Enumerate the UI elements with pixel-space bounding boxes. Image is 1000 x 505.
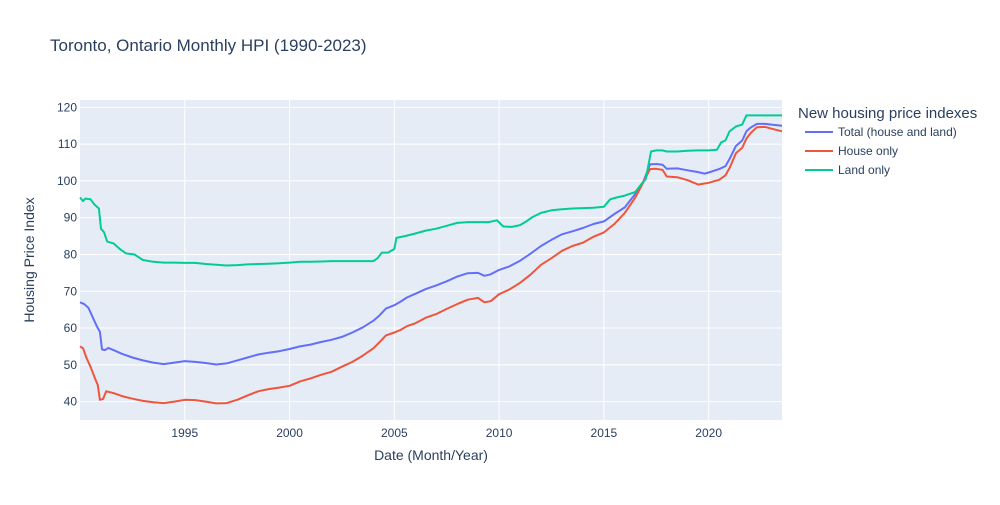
plot-area xyxy=(80,100,782,420)
y-axis-label: Housing Price Index xyxy=(21,197,37,322)
y-tick-label: 110 xyxy=(58,137,77,151)
legend-entry: Land only xyxy=(838,163,890,177)
tick-label-layer: 40 50 60 70 80 90 100 110 120 1995 2000 2005 2010 201… xyxy=(57,100,722,440)
y-tick-label: 70 xyxy=(64,284,78,298)
chart-title: Toronto, Ontario Monthly HPI (1990-2023) xyxy=(50,36,367,55)
y-tick-label: 120 xyxy=(57,100,77,114)
legend-entry: Total (house and land) xyxy=(838,125,957,139)
legend-entry: House only xyxy=(838,144,898,158)
series-line xyxy=(79,114,782,267)
legend: New housing price indexes Total (house a… xyxy=(798,105,977,177)
y-tick-label: 50 xyxy=(64,358,78,372)
x-tick-label: 2015 xyxy=(591,426,618,440)
y-tick-label: 40 xyxy=(64,395,78,409)
legend-title: New housing price indexes xyxy=(798,105,977,122)
grid-layer xyxy=(80,100,782,420)
series-line xyxy=(79,122,783,366)
y-tick-label: 60 xyxy=(64,321,78,335)
y-tick-label: 100 xyxy=(57,174,77,188)
x-tick-label: 2010 xyxy=(486,426,513,440)
x-axis-label: Date (Month/Year) xyxy=(374,447,488,463)
x-tick-label: 2005 xyxy=(381,426,408,440)
y-tick-label: 80 xyxy=(64,247,78,261)
series-line xyxy=(79,125,783,405)
x-tick-label: 2020 xyxy=(695,426,722,440)
y-tick-label: 90 xyxy=(64,211,78,225)
x-tick-label: 1995 xyxy=(171,426,198,440)
x-tick-label: 2000 xyxy=(276,426,303,440)
series-layer xyxy=(79,114,783,405)
